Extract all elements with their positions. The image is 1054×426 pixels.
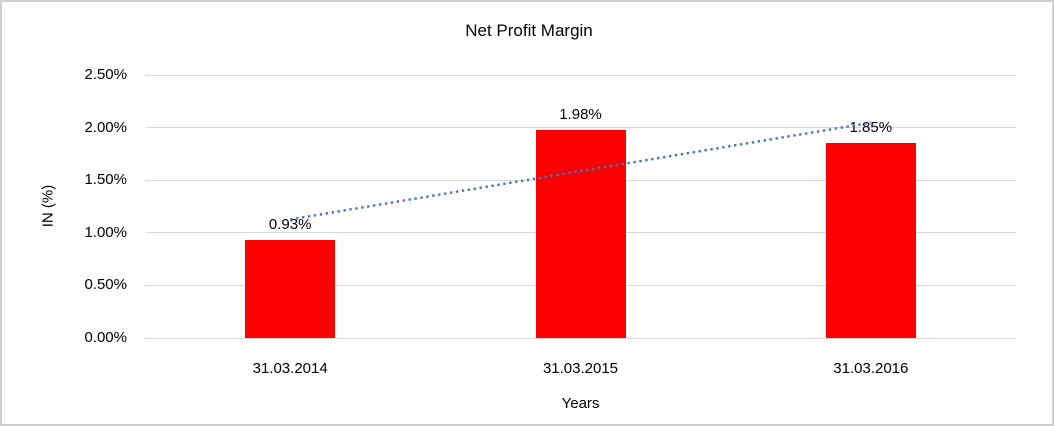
y-tick-label: 1.50% xyxy=(84,171,127,189)
bar-value-label: 1.85% xyxy=(849,119,893,137)
x-tick-label: 31.03.2015 xyxy=(542,360,619,377)
x-tick-label: 31.03.2014 xyxy=(252,360,328,377)
y-tick-label: 2.50% xyxy=(84,66,127,83)
bar-value-label: 1.98% xyxy=(559,105,602,123)
gridline xyxy=(145,337,1016,339)
y-tick-label: 0.50% xyxy=(84,276,127,294)
x-tick-label: 31.03.2016 xyxy=(833,360,909,377)
plot-area: 0.93% 1.98% 1.85% xyxy=(145,74,1016,339)
bar-31.03.2014[interactable] xyxy=(245,240,336,338)
chart-title: Net Profit Margin xyxy=(465,21,593,40)
y-axis-title: IN (%) xyxy=(39,184,57,228)
bar-31.03.2016[interactable] xyxy=(825,143,916,338)
y-tick-label: 1.00% xyxy=(84,223,127,241)
x-axis-title: Years xyxy=(561,395,600,412)
y-tick-label: 0.00% xyxy=(84,329,127,346)
gridline xyxy=(145,74,1016,76)
y-tick-label: 2.00% xyxy=(84,118,127,136)
bar-31.03.2015[interactable] xyxy=(535,129,626,338)
bar-value-label: 0.93% xyxy=(268,216,312,234)
